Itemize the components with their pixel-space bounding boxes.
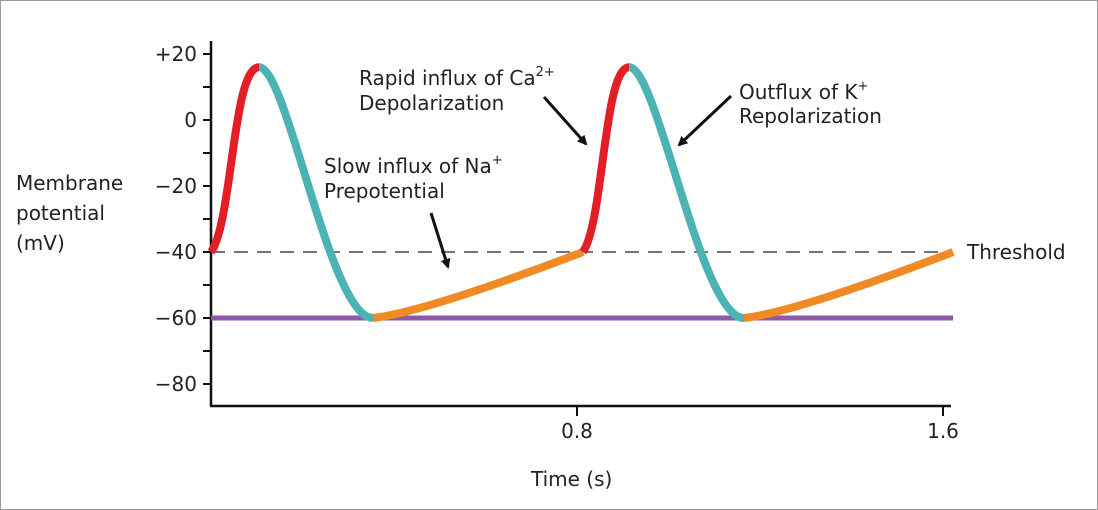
depolarization-curve-segment xyxy=(579,63,631,255)
prepotential-curve-segment xyxy=(372,248,585,322)
repolarization-curve-segment xyxy=(257,63,374,322)
y-axis-label-line-1: Membrane xyxy=(16,171,124,195)
x-axis-label: Time (s) xyxy=(531,467,613,491)
prepotential-annotation-line-1: Slow influx of Na+ xyxy=(324,153,503,178)
x-tick-label: 0.8 xyxy=(561,419,593,443)
prepotential-annotation-line-2: Prepotential xyxy=(324,179,445,203)
y-tick-label: −80 xyxy=(155,372,197,396)
y-tick-label: −60 xyxy=(155,306,197,330)
y-tick-label: −20 xyxy=(155,174,197,198)
y-tick-label: −40 xyxy=(155,240,197,264)
x-tick-label: 1.6 xyxy=(927,419,959,443)
depolarization-annotation-line-2: Depolarization xyxy=(359,91,505,115)
depolarization-curve-segment xyxy=(207,63,261,255)
y-tick-label: 0 xyxy=(184,108,197,132)
y-axis-label-line-2: potential xyxy=(16,201,105,225)
repolarization-annotation-line-2: Repolarization xyxy=(739,104,882,128)
prepotential-curve-segment xyxy=(743,248,955,322)
repolarization-annotation-line-1: Outflux of K+ xyxy=(739,79,869,104)
y-tick-label: +20 xyxy=(155,42,197,66)
y-axis-label-line-3: (mV) xyxy=(16,231,65,255)
depolarization-arrow xyxy=(542,96,588,146)
prepotential-arrow xyxy=(429,212,451,269)
repolarization-curve-segment xyxy=(627,63,745,322)
threshold-label: Threshold xyxy=(967,240,1066,264)
depolarization-annotation-line-1: Rapid influx of Ca2+ xyxy=(359,65,555,90)
repolarization-arrow xyxy=(677,94,733,147)
